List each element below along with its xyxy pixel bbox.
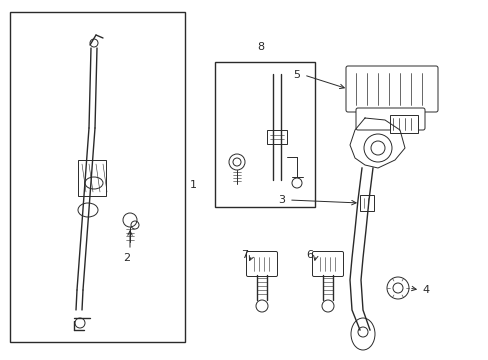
Bar xyxy=(78,160,106,196)
FancyBboxPatch shape xyxy=(355,108,424,130)
Text: 6: 6 xyxy=(305,250,312,260)
Text: 4: 4 xyxy=(421,285,428,295)
Bar xyxy=(10,12,184,342)
Bar xyxy=(389,115,417,133)
Ellipse shape xyxy=(350,318,374,350)
Ellipse shape xyxy=(78,203,98,217)
Ellipse shape xyxy=(85,177,103,189)
Text: 5: 5 xyxy=(292,70,299,80)
Text: 2: 2 xyxy=(123,253,130,263)
Bar xyxy=(266,130,286,144)
FancyBboxPatch shape xyxy=(312,252,343,276)
Text: 3: 3 xyxy=(278,195,285,205)
Bar xyxy=(359,195,373,211)
Text: 8: 8 xyxy=(257,42,264,52)
FancyBboxPatch shape xyxy=(346,66,437,112)
Bar xyxy=(215,62,314,207)
FancyBboxPatch shape xyxy=(246,252,277,276)
Text: 1: 1 xyxy=(190,180,197,190)
Text: 7: 7 xyxy=(241,250,247,260)
